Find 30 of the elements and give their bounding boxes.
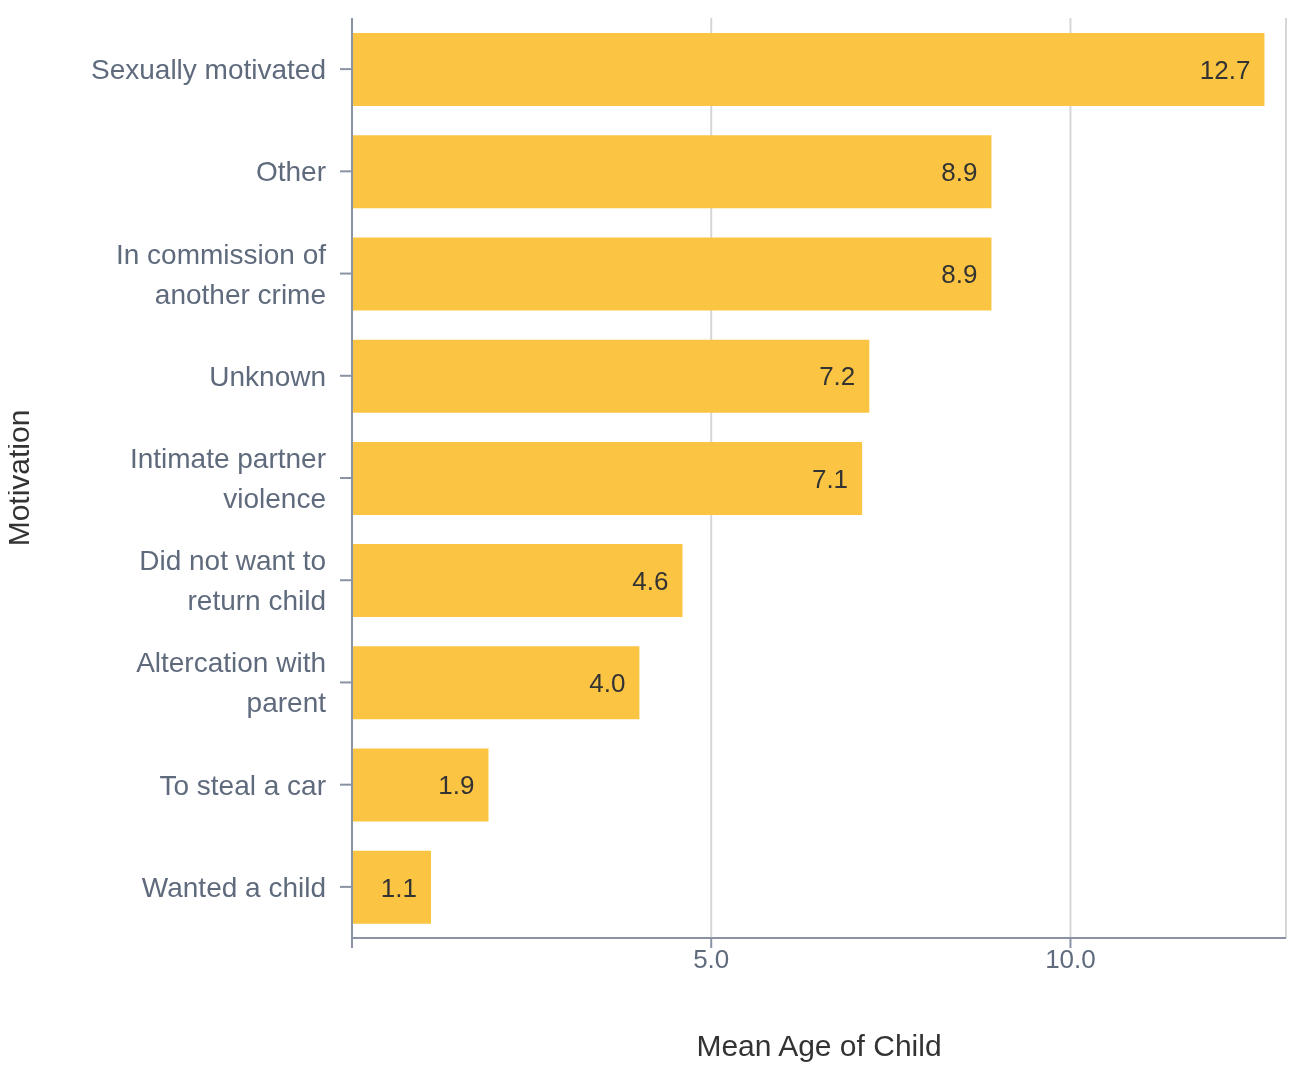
y-tick-label: Intimate partner violence: [129, 442, 326, 514]
data-label: 7.2: [819, 361, 856, 392]
data-label: 8.9: [941, 156, 978, 187]
data-label: 4.6: [632, 565, 669, 596]
bar: [352, 339, 870, 413]
data-label: 7.1: [811, 463, 849, 494]
bar: [352, 33, 1265, 106]
y-tick-label: Did not want to return child: [139, 544, 326, 616]
bar: [352, 237, 992, 311]
bar: [352, 441, 863, 515]
data-label: 4.0: [589, 668, 626, 699]
y-tick-label: Unknown: [209, 360, 326, 392]
bar: [352, 646, 640, 720]
y-tick-label: Altercation with parent: [136, 646, 327, 718]
x-tick-label: 10.0: [1045, 944, 1096, 975]
bar: [352, 544, 683, 618]
x-axis-title: Mean Age of Child: [696, 1029, 942, 1062]
y-tick-label: Sexually motivated: [90, 53, 326, 85]
bar: [352, 135, 992, 209]
x-tick-label: 5.0: [693, 944, 730, 975]
data-label: 1.1: [380, 872, 418, 903]
y-tick-label: Other: [255, 155, 326, 187]
y-tick-label: In commission of another crime: [115, 238, 327, 310]
bar: [352, 748, 489, 822]
bar: [352, 850, 432, 924]
data-label: 12.7: [1199, 54, 1251, 85]
data-label: 8.9: [941, 259, 978, 290]
y-tick-label: To steal a car: [159, 769, 326, 801]
y-tick-label: Wanted a child: [141, 871, 326, 903]
data-label: 1.9: [438, 770, 475, 801]
